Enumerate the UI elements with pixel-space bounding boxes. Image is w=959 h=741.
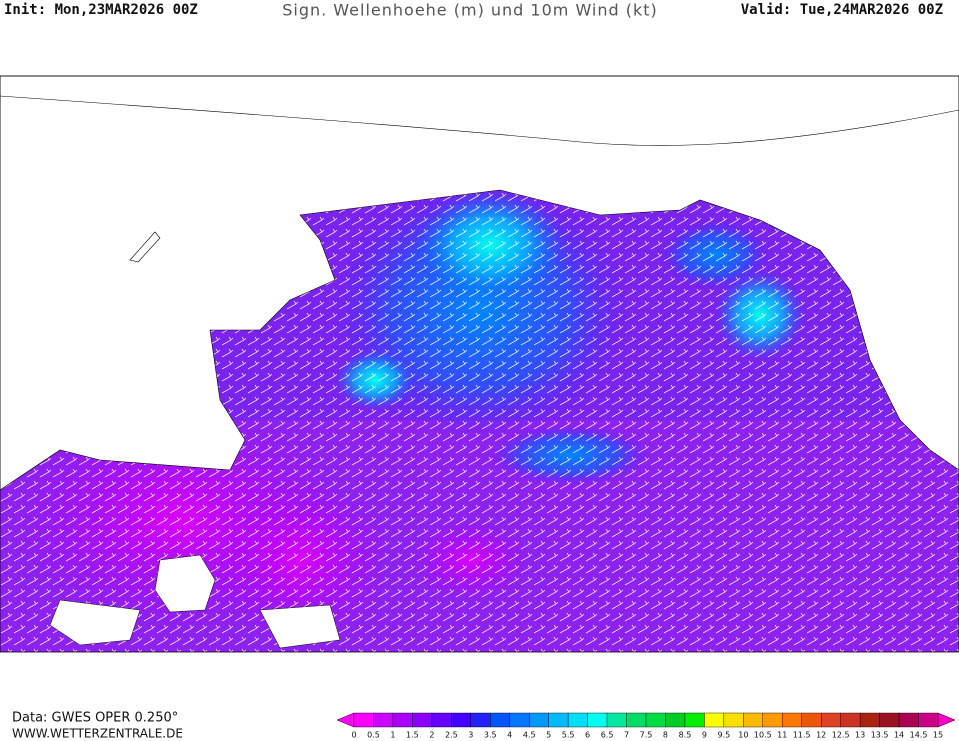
legend-tick-label: 8 — [663, 731, 668, 740]
legend-swatch — [918, 712, 939, 728]
legend-tick-label: 7 — [624, 731, 629, 740]
legend-tick-label: 13 — [855, 731, 865, 740]
legend-tick-label: 6.5 — [601, 731, 614, 740]
legend-swatch — [392, 712, 413, 728]
legend-swatch — [490, 712, 510, 728]
land — [154, 554, 216, 613]
legend-tick-label: 11.5 — [793, 731, 811, 740]
website: WWW.WETTERZENTRALE.DE — [12, 727, 183, 741]
legend-tick-label: 10.5 — [754, 731, 772, 740]
legend-swatch — [373, 712, 394, 728]
legend-swatch — [859, 712, 880, 728]
legend-swatch — [743, 712, 763, 728]
legend-tick-label: 1.5 — [406, 731, 419, 740]
legend-swatch — [353, 712, 374, 728]
legend-swatch — [509, 712, 530, 728]
legend-tick-label: 6 — [585, 731, 590, 740]
legend-tick-label: 10 — [738, 731, 748, 740]
legend-tick-label: 0.5 — [367, 731, 380, 740]
legend-tick-label: 9.5 — [717, 731, 730, 740]
legend-tick-label: 3 — [468, 731, 473, 740]
legend-swatch — [723, 712, 744, 728]
legend-swatch — [548, 712, 569, 728]
legend-swatch — [821, 712, 841, 728]
legend-low-arrow — [336, 712, 355, 728]
legend-tick-label: 2.5 — [445, 731, 458, 740]
legend-swatch — [665, 712, 686, 728]
legend-tick-label: 13.5 — [871, 731, 889, 740]
legend-swatch — [412, 712, 433, 728]
legend-tick-label: 2 — [429, 731, 434, 740]
legend-tick-label: 15 — [933, 731, 943, 740]
legend-swatch — [626, 712, 647, 728]
legend-swatch — [529, 712, 549, 728]
legend-swatch — [470, 712, 491, 728]
legend-swatch — [782, 712, 802, 728]
legend-swatch — [606, 712, 627, 728]
legend-tick-label: 5 — [546, 731, 551, 740]
land — [49, 599, 141, 646]
legend-swatch — [879, 712, 900, 728]
legend-tick-label: 1 — [390, 731, 395, 740]
legend-swatch — [762, 712, 783, 728]
legend-tick-label: 0 — [351, 731, 356, 740]
legend-swatch — [840, 712, 861, 728]
legend-swatch — [587, 712, 608, 728]
legend-swatch — [451, 712, 472, 728]
map-title: Sign. Wellenhoehe (m) und 10m Wind (kt) — [282, 1, 658, 20]
legend-swatch — [684, 712, 705, 728]
legend-swatch — [801, 712, 822, 728]
legend-tick-label: 3.5 — [484, 731, 497, 740]
legend-swatch — [645, 712, 666, 728]
land — [0, 75, 959, 491]
legend-tick-label: 11 — [777, 731, 787, 740]
land — [259, 604, 341, 649]
color-legend: 0 0.5 1 1.5 2 2.5 3 3.5 4 4.5 5 5.5 6 6.5 7 7.5 8 8.5 9 9.5… — [336, 712, 956, 740]
legend-tick-label: 9 — [702, 731, 707, 740]
legend-tick-label: 4 — [507, 731, 512, 740]
legend-swatch — [431, 712, 452, 728]
data-source: Data: GWES OPER 0.250° — [12, 711, 178, 726]
legend-tick-label: 12.5 — [832, 731, 850, 740]
init-time: Init: Mon,23MAR2026 00Z — [4, 2, 198, 18]
legend-tick-label: 12 — [816, 731, 826, 740]
legend-tick-label: 4.5 — [523, 731, 536, 740]
coastline — [129, 231, 161, 263]
legend-swatch — [898, 712, 919, 728]
legend-high-arrow — [937, 712, 956, 728]
legend-tick-label: 14 — [894, 731, 904, 740]
legend-tick-label: 14.5 — [910, 731, 928, 740]
legend-swatch — [567, 712, 588, 728]
legend-tick-label: 7.5 — [640, 731, 653, 740]
valid-time: Valid: Tue,24MAR2026 00Z — [741, 2, 943, 18]
legend-tick-label: 5.5 — [562, 731, 575, 740]
legend-swatch — [704, 712, 725, 728]
map-frame — [0, 75, 959, 653]
map — [0, 75, 959, 653]
legend-tick-label: 8.5 — [679, 731, 692, 740]
coastline — [0, 95, 959, 146]
